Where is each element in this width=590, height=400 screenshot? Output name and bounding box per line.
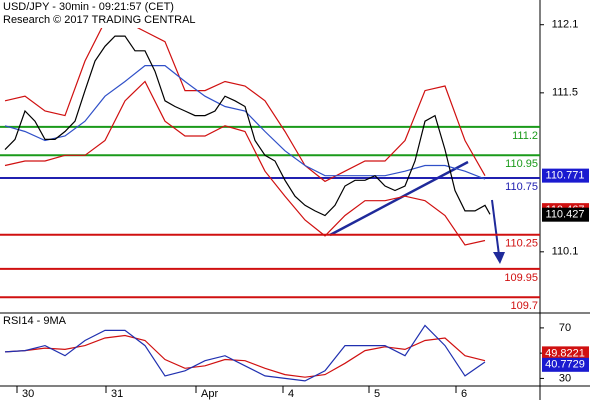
price-marker [542,207,589,222]
price-marker-label: 110.427 [546,209,585,221]
price-marker [542,346,589,361]
level-label: 111.2 [512,130,538,142]
price-marker [542,168,589,183]
x-tick-label: 5 [374,388,380,400]
y-tick-label: 110.1 [552,246,579,258]
series-line [4,20,486,183]
forecast-arrow [491,199,500,256]
y-tick-label: 111.5 [552,87,578,99]
x-tick-label: 6 [461,388,467,400]
x-tick-label: 30 [22,388,34,400]
header-bg [0,0,188,28]
x-tick-label: 31 [111,388,123,400]
price-marker [542,357,589,372]
y-tick-label: 112.1 [552,19,579,31]
chart-subtitle: Research © 2017 TRADING CENTRAL [3,14,196,26]
series-line [4,334,486,378]
series-line [4,35,491,217]
price-marker-label: 49.8221 [545,347,585,359]
x-tick-label: Apr [201,388,218,400]
series-line [4,65,486,180]
y-tick-label: 70 [559,322,571,334]
price-marker-label: 110.771 [546,170,585,182]
series-line [4,80,486,246]
chart-title: USD/JPY - 30min - 09:21:57 (CET) [3,1,174,13]
arrow-head [493,252,505,264]
rsi-title: RSI14 - 9MA [3,315,67,327]
level-label: 110.25 [505,238,538,250]
y-tick-label: 30 [559,372,571,384]
level-label: 109.95 [504,272,538,284]
level-label: 110.75 [505,181,538,193]
price-marker-label: 40.7729 [545,359,585,371]
level-label: 110.95 [505,158,538,170]
series-line [4,324,486,382]
x-tick-label: 4 [288,388,294,400]
trend-line [329,160,469,237]
level-label: 109.7 [510,300,538,312]
